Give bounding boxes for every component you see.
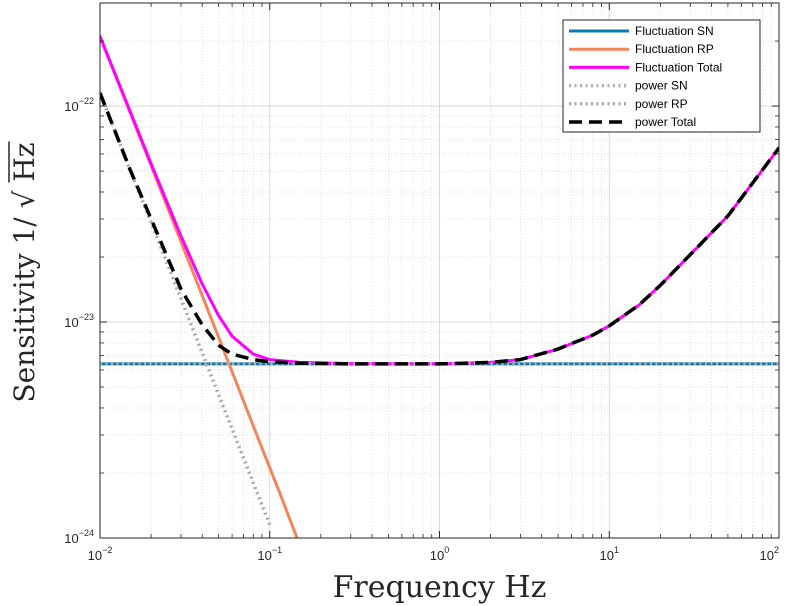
legend: Fluctuation SN Fluctuation RP Fluctuation … [562,19,761,133]
x-tick-label-base: 10 [257,548,271,563]
axis-ticks [99,2,780,539]
legend-label: Fluctuation SN [635,24,714,38]
y-tick-label: 10−23 [64,312,94,330]
y-tick-label: 10−24 [64,528,94,546]
legend-item: power Total [569,115,696,129]
y-axis-title-text: Sensitivity 1/ √ Hz [8,142,41,402]
y-axis-title: Sensitivity 1/ √ Hz [8,141,41,403]
x-tick-label-base: 10 [88,548,102,563]
y-tick-label-base: 10 [64,315,78,330]
x-tick-label: 100 [430,545,449,563]
legend-item: power RP [569,97,688,111]
x-tick-label-exponent: 1 [614,545,619,555]
x-tick-label: 101 [600,545,619,563]
legend-label: Fluctuation RP [635,42,714,56]
y-tick-label-exponent: −24 [79,528,94,538]
x-tick-label-base: 10 [760,548,774,563]
plot-lines [100,34,779,538]
y-axis-title-radicand: Hz [8,142,41,181]
y-tick-label-exponent: −22 [79,96,94,106]
y-axis-title-prefix: Sensitivity 1/ [8,217,41,403]
legend-item: Fluctuation Total [569,60,722,74]
y-tick-label: 10−22 [64,96,94,114]
legend-label: power RP [635,97,688,111]
legend-label: power SN [635,79,688,93]
x-tick-label: 102 [760,545,779,563]
x-tick-label-exponent: −1 [272,545,282,555]
x-tick-label-base: 10 [600,548,614,563]
x-tick-label: 10−2 [88,545,113,563]
legend-item: power SN [569,79,688,93]
x-axis-title: Frequency Hz [333,570,547,605]
legend-label: power Total [635,115,696,129]
legend-item: Fluctuation SN [569,24,714,38]
sqrt-radical: √ [8,190,41,208]
legend-box [562,19,761,133]
x-tick-label-exponent: −2 [102,545,112,555]
legend-label: Fluctuation Total [635,60,722,74]
series-line-power-total [100,92,779,366]
x-tick-label-exponent: 2 [774,545,779,555]
x-tick-label-base: 10 [430,548,444,563]
y-tick-label-base: 10 [64,99,78,114]
legend-item: Fluctuation RP [569,42,714,56]
y-tick-label-exponent: −23 [79,312,94,322]
y-tick-label-base: 10 [64,531,78,546]
x-tick-label-exponent: 0 [444,545,449,555]
x-tick-label: 10−1 [257,545,282,563]
